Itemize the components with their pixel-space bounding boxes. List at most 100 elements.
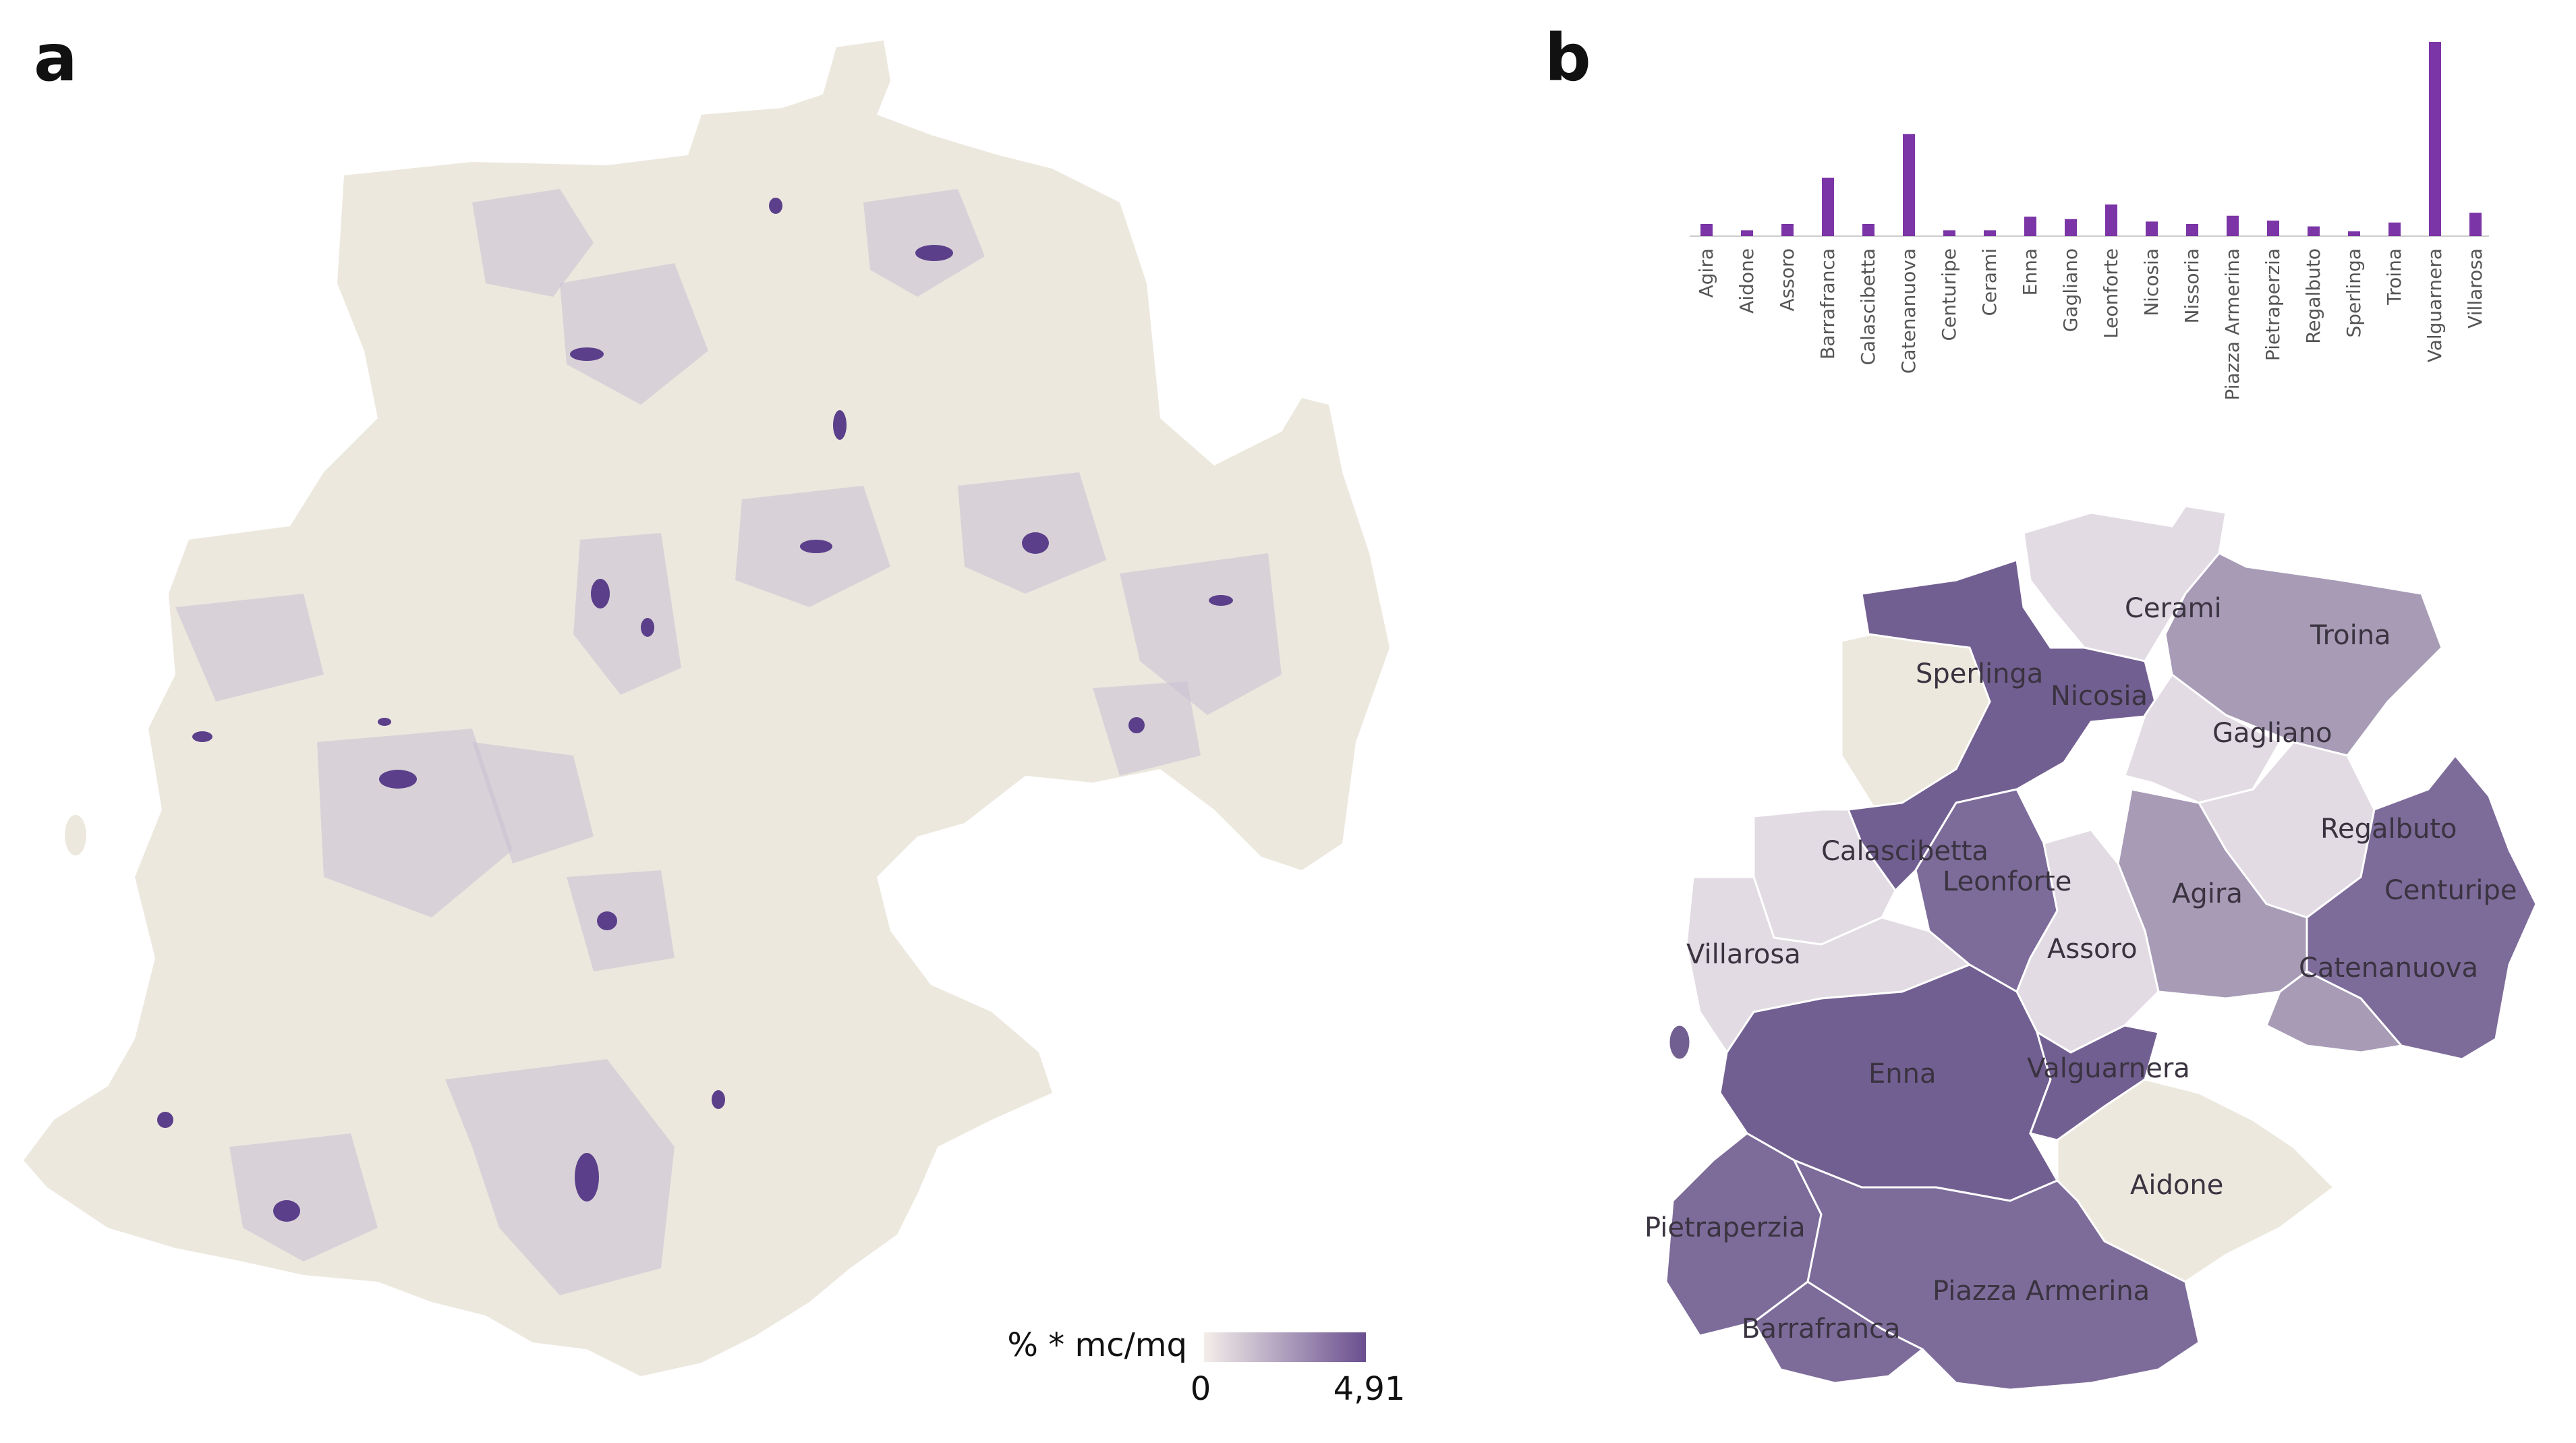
- tick-label-regalbuto: Regalbuto: [2302, 248, 2324, 344]
- section-shade: [472, 742, 594, 864]
- hotspot: [570, 347, 604, 361]
- label-aidone: Aidone: [2130, 1170, 2223, 1201]
- section-shade: [567, 870, 675, 971]
- label-troina: Troina: [2310, 620, 2391, 651]
- bar-enna: [2024, 217, 2036, 236]
- hotspot: [1128, 717, 1145, 733]
- tick-label-catenanuova: Catenanuova: [1897, 248, 1920, 374]
- label-catenanuova: Catenanuova: [2299, 953, 2478, 984]
- legend-min-label: 0: [1191, 1370, 1211, 1408]
- enclave-enna: [1667, 1023, 1692, 1061]
- hotspot: [1209, 595, 1233, 606]
- label-cerami: Cerami: [2125, 593, 2222, 624]
- hotspot: [591, 579, 610, 609]
- tick-label-assoro: Assoro: [1776, 248, 1798, 312]
- tick-label-leonforte: Leonforte: [2100, 248, 2122, 339]
- label-piazza-armerina: Piazza Armerina: [1933, 1276, 2150, 1307]
- tick-label-cerami: Cerami: [1978, 248, 2001, 316]
- hotspot: [597, 911, 617, 930]
- municipality-barrafranca: [1752, 1280, 1924, 1384]
- hotspot: [833, 410, 847, 440]
- panel-label-b: b: [1545, 20, 1591, 96]
- legend-title: % * mc/mq: [1007, 1326, 1187, 1364]
- hotspot: [379, 770, 417, 789]
- tick-label-pietraperzia: Pietraperzia: [2262, 248, 2284, 361]
- bar-cerami: [1984, 230, 1996, 236]
- hotspot: [769, 198, 782, 214]
- legend-gradient-bar: [1204, 1332, 1366, 1362]
- bar-aidone: [1741, 230, 1753, 236]
- hotspot: [575, 1153, 599, 1201]
- tick-label-gagliano: Gagliano: [2059, 248, 2082, 332]
- tick-label-villarosa: Villarosa: [2464, 248, 2486, 329]
- bar-villarosa: [2469, 213, 2482, 236]
- bar-calascibetta: [1862, 224, 1874, 236]
- hotspot: [641, 618, 654, 637]
- hotspot: [157, 1112, 173, 1128]
- label-pietraperzia: Pietraperzia: [1644, 1212, 1806, 1243]
- hotspot: [800, 540, 832, 553]
- hotspot: [378, 718, 391, 726]
- legend: % * mc/mq 0 4,91: [1007, 1326, 1405, 1408]
- bar-regalbuto: [2308, 226, 2320, 236]
- section-shade: [573, 533, 681, 695]
- bar-pietraperzia: [2267, 220, 2279, 236]
- label-agira: Agira: [2172, 878, 2243, 909]
- panel-label-a: a: [34, 20, 78, 96]
- hotspot: [1022, 532, 1049, 554]
- bar-agira: [1700, 224, 1713, 236]
- hotspot: [273, 1200, 300, 1222]
- panel-a-map: [24, 40, 1390, 1376]
- bar-sperlinga: [2348, 231, 2360, 236]
- province-outline-detailed: [24, 40, 1390, 1376]
- bar-centuripe: [1943, 230, 1955, 236]
- tick-label-agira: Agira: [1695, 248, 1717, 298]
- label-enna: Enna: [1868, 1058, 1937, 1090]
- hotspot: [192, 731, 212, 742]
- bar-nicosia: [2146, 221, 2158, 236]
- hotspot: [712, 1090, 725, 1109]
- label-villarosa: Villarosa: [1686, 939, 1801, 970]
- tick-label-nissoria: Nissoria: [2181, 248, 2203, 323]
- section-shade: [317, 729, 513, 917]
- tick-label-sperlinga: Sperlinga: [2343, 248, 2365, 338]
- enclave: [65, 815, 86, 855]
- panel-b-map: Cerami Troina Sperlinga Nicosia Gagliano…: [1644, 505, 2538, 1391]
- legend-max-label: 4,91: [1334, 1370, 1406, 1408]
- tick-label-barrafranca: Barrafranca: [1816, 248, 1839, 360]
- section-shade: [1093, 681, 1201, 776]
- label-gagliano: Gagliano: [2212, 718, 2332, 749]
- tick-label-centuripe: Centuripe: [1938, 248, 1960, 341]
- tick-label-calascibetta: Calascibetta: [1857, 248, 1879, 366]
- section-shade: [1120, 553, 1282, 715]
- label-nicosia: Nicosia: [2051, 681, 2148, 712]
- bar-barrafranca: [1822, 177, 1834, 236]
- section-shade: [175, 594, 324, 702]
- label-sperlinga: Sperlinga: [1916, 658, 2043, 689]
- tick-label-valguarnera: Valguarnera: [2424, 248, 2446, 362]
- bar-gagliano: [2065, 219, 2077, 236]
- label-calascibetta: Calascibetta: [1821, 836, 1988, 867]
- bar-piazza-armerina: [2227, 215, 2239, 236]
- label-barrafranca: Barrafranca: [1742, 1313, 1901, 1345]
- section-shade: [472, 189, 594, 297]
- section-shade: [445, 1059, 675, 1295]
- label-centuripe: Centuripe: [2384, 875, 2517, 906]
- label-valguarnera: Valguarnera: [2027, 1053, 2190, 1084]
- label-leonforte: Leonforte: [1943, 866, 2071, 897]
- hotspot: [915, 245, 953, 261]
- tick-label-nicosia: Nicosia: [2140, 248, 2163, 316]
- bar-assoro: [1781, 224, 1794, 236]
- bar-leonforte: [2105, 204, 2117, 236]
- section-shade: [229, 1133, 378, 1262]
- tick-label-troina: Troina: [2383, 248, 2405, 306]
- bar-chart: Agira Aidone Assoro Barrafranca Calascibetta…: [1690, 42, 2489, 401]
- bar-troina: [2388, 222, 2401, 236]
- tick-label-enna: Enna: [2019, 248, 2041, 295]
- bar-catenanuova: [1903, 134, 1915, 236]
- hotspots: [157, 198, 1233, 1222]
- label-regalbuto: Regalbuto: [2320, 814, 2457, 845]
- label-assoro: Assoro: [2047, 934, 2138, 965]
- bar-nissoria: [2186, 224, 2198, 236]
